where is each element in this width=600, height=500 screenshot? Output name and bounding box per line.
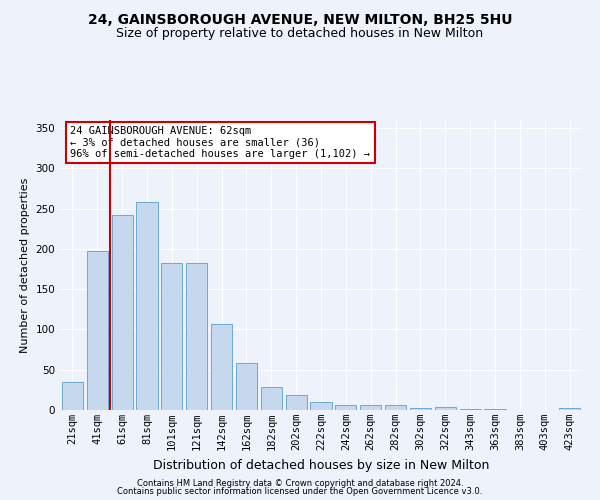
- Bar: [62, 382, 83, 410]
- Bar: [286, 394, 307, 410]
- Bar: [360, 405, 381, 410]
- Bar: [310, 402, 332, 410]
- Bar: [112, 215, 133, 410]
- Bar: [385, 405, 406, 410]
- Text: 24 GAINSBOROUGH AVENUE: 62sqm
← 3% of detached houses are smaller (36)
96% of se: 24 GAINSBOROUGH AVENUE: 62sqm ← 3% of de…: [70, 126, 370, 159]
- Text: Size of property relative to detached houses in New Milton: Size of property relative to detached ho…: [116, 28, 484, 40]
- Bar: [460, 409, 481, 410]
- Bar: [136, 202, 158, 410]
- Bar: [435, 407, 456, 410]
- Text: 24, GAINSBOROUGH AVENUE, NEW MILTON, BH25 5HU: 24, GAINSBOROUGH AVENUE, NEW MILTON, BH2…: [88, 12, 512, 26]
- Bar: [410, 408, 431, 410]
- Bar: [335, 405, 356, 410]
- Bar: [559, 408, 580, 410]
- X-axis label: Distribution of detached houses by size in New Milton: Distribution of detached houses by size …: [153, 458, 489, 471]
- Bar: [87, 250, 108, 410]
- Bar: [236, 364, 257, 410]
- Bar: [261, 386, 282, 410]
- Bar: [211, 324, 232, 410]
- Bar: [186, 262, 207, 410]
- Y-axis label: Number of detached properties: Number of detached properties: [20, 178, 30, 352]
- Text: Contains public sector information licensed under the Open Government Licence v3: Contains public sector information licen…: [118, 487, 482, 496]
- Text: Contains HM Land Registry data © Crown copyright and database right 2024.: Contains HM Land Registry data © Crown c…: [137, 478, 463, 488]
- Bar: [161, 262, 182, 410]
- Bar: [484, 409, 506, 410]
